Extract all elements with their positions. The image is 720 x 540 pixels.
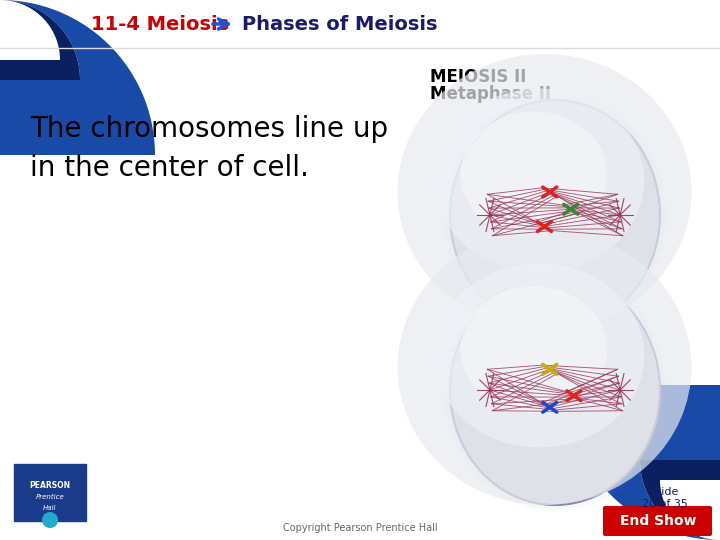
Text: Prentice: Prentice [35, 494, 64, 500]
Text: The chromosomes line up
in the center of cell.: The chromosomes line up in the center of… [30, 115, 388, 182]
FancyBboxPatch shape [14, 464, 86, 521]
Text: Copyright Pearson Prentice Hall: Copyright Pearson Prentice Hall [283, 523, 437, 533]
Text: MEIOSIS II: MEIOSIS II [430, 68, 526, 86]
Ellipse shape [450, 100, 660, 330]
Ellipse shape [450, 275, 660, 505]
Polygon shape [640, 460, 720, 540]
Ellipse shape [434, 89, 644, 273]
Text: Metaphase II: Metaphase II [430, 85, 551, 103]
Text: Hall: Hall [43, 505, 57, 511]
FancyBboxPatch shape [603, 506, 712, 536]
Ellipse shape [397, 229, 691, 505]
Polygon shape [0, 0, 155, 155]
Text: PEARSON: PEARSON [30, 481, 71, 489]
Polygon shape [565, 385, 720, 540]
Polygon shape [0, 0, 80, 80]
Ellipse shape [434, 264, 644, 448]
Ellipse shape [461, 287, 608, 413]
Text: Slide
20 of 35: Slide 20 of 35 [642, 487, 688, 509]
Ellipse shape [397, 54, 691, 330]
Text: End Show: End Show [620, 514, 696, 528]
Text: 11-4 Meiosis: 11-4 Meiosis [91, 15, 229, 33]
Ellipse shape [461, 111, 608, 238]
Text: Phases of Meiosis: Phases of Meiosis [242, 15, 438, 33]
Circle shape [42, 512, 58, 528]
